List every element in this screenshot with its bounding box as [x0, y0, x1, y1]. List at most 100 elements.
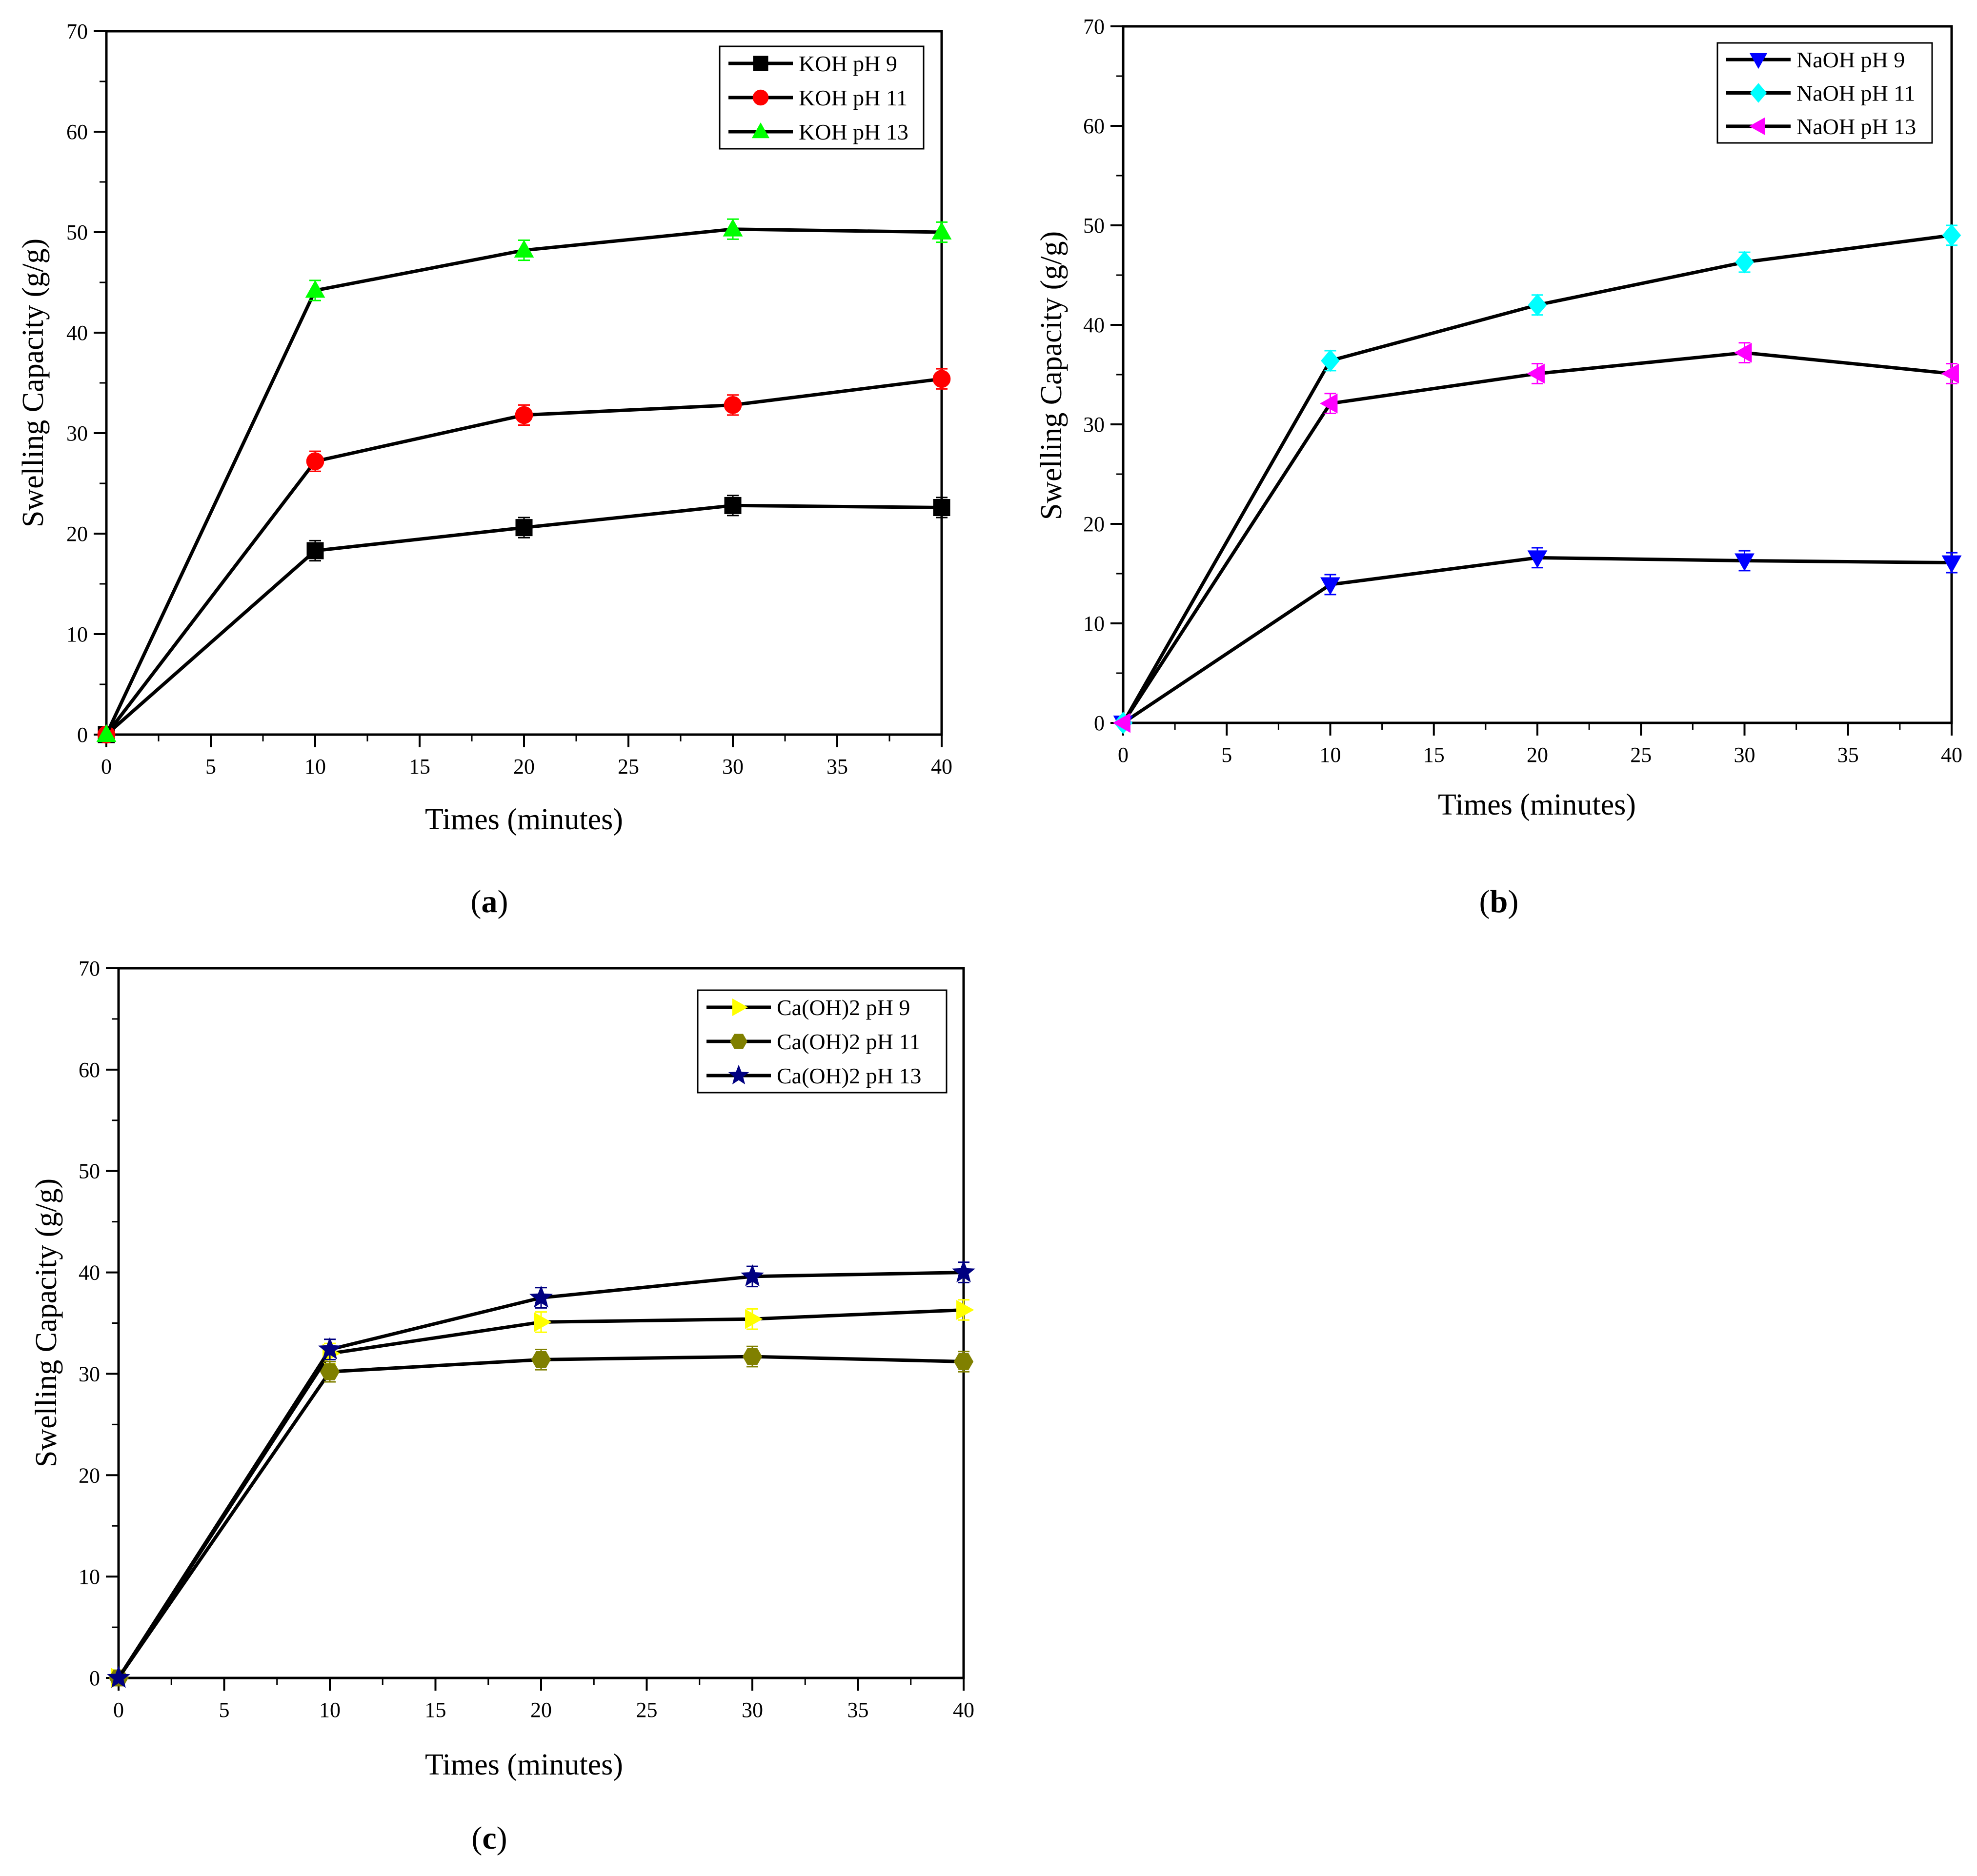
legend-marker: [732, 998, 748, 1017]
data-point: [1527, 363, 1545, 384]
y-tick-label: 60: [79, 1058, 100, 1082]
y-tick-label: 70: [79, 957, 100, 980]
legend-marker: [753, 56, 768, 71]
data-point: [306, 542, 324, 559]
legend: Ca(OH)2 pH 9 Ca(OH)2 pH 11 Ca(OH)2 pH 13: [697, 989, 948, 1094]
legend-label: NaOH pH 13: [1796, 114, 1916, 139]
y-tick-label: 0: [89, 1666, 100, 1690]
data-point: [1112, 713, 1130, 733]
y-tick-label: 30: [79, 1362, 100, 1386]
legend: NaOH pH 9 NaOH pH 11 NaOH pH 13: [1716, 42, 1933, 144]
data-point: [515, 406, 533, 424]
data-point: [1734, 342, 1752, 363]
series-koh-ph-11: [97, 368, 951, 744]
x-tick-label: 10: [304, 755, 326, 778]
data-point: [96, 724, 117, 742]
x-tick-label: 25: [1630, 743, 1652, 767]
y-tick-label: 10: [66, 622, 88, 646]
data-point: [1528, 294, 1547, 317]
x-tick-label: 15: [409, 755, 430, 778]
y-tick-label: 50: [66, 220, 88, 244]
data-point: [952, 1260, 975, 1282]
data-point: [1941, 363, 1959, 384]
x-tick-label: 35: [827, 755, 848, 778]
series-ca-oh-2-ph-13: [107, 1260, 975, 1688]
y-tick-label: 70: [1083, 15, 1105, 39]
data-point: [534, 1312, 552, 1332]
data-point: [956, 1300, 974, 1320]
y-tick-label: 60: [1083, 114, 1105, 138]
y-tick-label: 0: [77, 723, 88, 747]
data-point: [932, 370, 951, 388]
x-tick-label: 20: [530, 1698, 552, 1722]
data-point: [1321, 349, 1340, 372]
y-tick-label: 0: [1094, 711, 1105, 735]
y-tick-label: 10: [79, 1565, 100, 1589]
y-tick-label: 50: [1083, 214, 1105, 238]
y-tick-label: 70: [66, 20, 88, 43]
x-tick-label: 20: [513, 755, 535, 778]
panel-label: (a): [471, 884, 508, 919]
series-koh-ph-13: [96, 218, 952, 742]
legend-marker: [730, 1034, 747, 1049]
x-tick-label: 5: [1221, 743, 1232, 767]
y-tick-label: 40: [79, 1261, 100, 1285]
x-tick-label: 0: [1118, 743, 1129, 767]
x-tick-label: 30: [722, 755, 744, 778]
data-point: [1942, 224, 1961, 247]
legend-label: Ca(OH)2 pH 9: [777, 995, 910, 1020]
legend-marker: [1749, 117, 1765, 135]
y-axis-title: Swelling Capacity (g/g): [30, 1178, 63, 1467]
x-tick-label: 15: [425, 1698, 446, 1722]
y-tick-label: 20: [1083, 512, 1105, 536]
y-tick-label: 20: [79, 1463, 100, 1487]
y-tick-label: 20: [66, 522, 88, 546]
data-point: [1320, 393, 1338, 414]
legend-label: KOH pH 13: [799, 120, 908, 144]
series-naoh-ph-9: [1113, 547, 1962, 734]
data-point: [306, 452, 324, 471]
legend-label: Ca(OH)2 pH 11: [777, 1029, 921, 1054]
x-axis-title: Times (minutes): [425, 1748, 623, 1781]
data-point: [724, 396, 742, 414]
data-point: [515, 519, 533, 537]
y-tick-label: 60: [66, 120, 88, 144]
x-tick-label: 40: [931, 755, 952, 778]
data-point: [529, 1285, 553, 1308]
y-tick-label: 30: [1083, 413, 1105, 437]
legend-marker: [751, 122, 770, 139]
data-point: [1735, 553, 1755, 571]
y-tick-label: 40: [66, 321, 88, 345]
data-point: [953, 1353, 974, 1370]
x-tick-label: 40: [1941, 743, 1962, 767]
y-tick-label: 30: [66, 421, 88, 445]
y-tick-label: 40: [1083, 313, 1105, 337]
x-tick-label: 30: [1734, 743, 1755, 767]
x-tick-label: 25: [618, 755, 639, 778]
legend-marker: [728, 1064, 749, 1085]
legend: KOH pH 9 KOH pH 11 KOH pH 13: [719, 45, 925, 150]
data-point: [318, 1337, 342, 1359]
x-tick-label: 35: [1837, 743, 1859, 767]
x-tick-label: 5: [219, 1698, 230, 1722]
panel-label: (b): [1479, 884, 1519, 919]
data-point: [723, 219, 743, 237]
series-naoh-ph-11: [1113, 224, 1961, 734]
data-point: [1735, 251, 1754, 274]
data-point: [742, 1348, 763, 1365]
x-tick-label: 30: [742, 1698, 763, 1722]
data-point: [1320, 577, 1340, 595]
x-tick-label: 10: [319, 1698, 341, 1722]
x-tick-label: 40: [953, 1698, 974, 1722]
x-axis-title: Times (minutes): [425, 803, 623, 836]
x-tick-label: 0: [101, 755, 112, 778]
data-point: [320, 1363, 340, 1380]
legend-label: KOH pH 9: [799, 51, 897, 76]
data-point: [933, 499, 950, 516]
legend-label: Ca(OH)2 pH 13: [777, 1063, 921, 1088]
y-tick-label: 10: [1083, 612, 1105, 636]
data-point: [1527, 550, 1548, 568]
chart-panel-b: 0 5 10 15 20 25 30 35 40 0 10 20 30 40 50 60 70 Times (mi…: [1035, 15, 1962, 919]
data-point: [1941, 555, 1962, 573]
